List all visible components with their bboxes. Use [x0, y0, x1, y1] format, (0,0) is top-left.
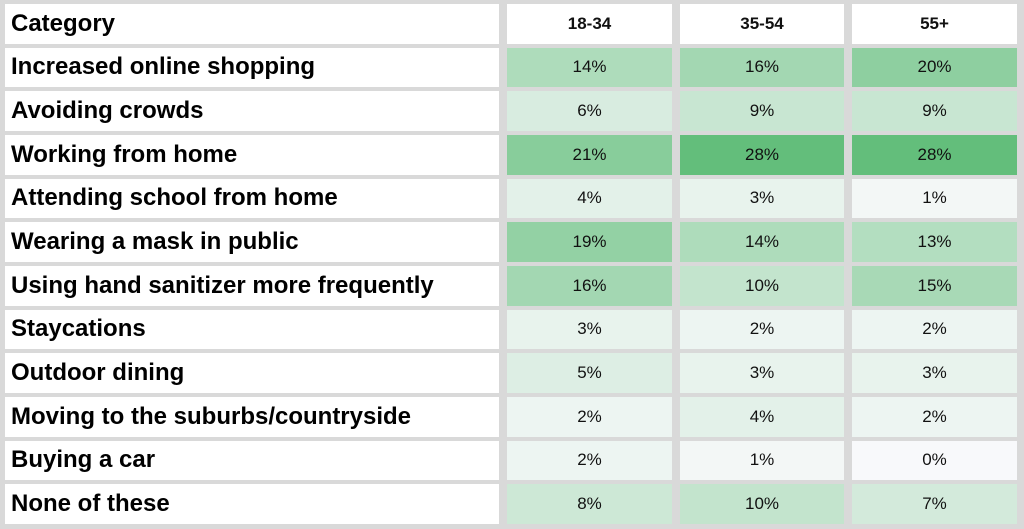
row-label: Attending school from home	[5, 178, 499, 219]
value-cell: 1%	[680, 440, 844, 481]
value-cell: 2%	[507, 397, 672, 437]
value-cell: 7%	[852, 484, 1017, 524]
value-cell: 20%	[852, 47, 1017, 88]
value-cell: 16%	[680, 47, 844, 88]
row-label: Outdoor dining	[5, 353, 499, 393]
header-cell: Category	[5, 4, 499, 44]
value-cell: 1%	[852, 178, 1017, 219]
value-cell: 2%	[507, 440, 672, 481]
row-label: Avoiding crowds	[5, 91, 499, 131]
value-cell: 0%	[852, 440, 1017, 481]
value-cell: 14%	[507, 47, 672, 88]
value-cell: 2%	[852, 397, 1017, 437]
row-label: Increased online shopping	[5, 47, 499, 88]
value-cell: 13%	[852, 222, 1017, 262]
value-cell: 15%	[852, 266, 1017, 306]
value-cell: 3%	[852, 353, 1017, 393]
row-label: Working from home	[5, 135, 499, 175]
header-cell: 55+	[852, 4, 1017, 44]
row-label: Moving to the suburbs/countryside	[5, 397, 499, 437]
header-cell: 35-54	[680, 4, 844, 44]
value-cell: 10%	[680, 266, 844, 306]
row-label: Staycations	[5, 309, 499, 350]
value-cell: 3%	[507, 309, 672, 350]
row-label: Wearing a mask in public	[5, 222, 499, 262]
value-cell: 3%	[680, 178, 844, 219]
value-cell: 21%	[507, 135, 672, 175]
value-cell: 9%	[680, 91, 844, 131]
header-cell: 18-34	[507, 4, 672, 44]
value-cell: 16%	[507, 266, 672, 306]
value-cell: 4%	[507, 178, 672, 219]
value-cell: 5%	[507, 353, 672, 393]
value-cell: 8%	[507, 484, 672, 524]
value-cell: 14%	[680, 222, 844, 262]
row-label: Buying a car	[5, 440, 499, 481]
value-cell: 9%	[852, 91, 1017, 131]
value-cell: 6%	[507, 91, 672, 131]
value-cell: 4%	[680, 397, 844, 437]
value-cell: 2%	[852, 309, 1017, 350]
value-cell: 3%	[680, 353, 844, 393]
value-cell: 28%	[852, 135, 1017, 175]
row-label: Using hand sanitizer more frequently	[5, 266, 499, 306]
value-cell: 2%	[680, 309, 844, 350]
value-cell: 19%	[507, 222, 672, 262]
value-cell: 28%	[680, 135, 844, 175]
row-label: None of these	[5, 484, 499, 524]
value-cell: 10%	[680, 484, 844, 524]
